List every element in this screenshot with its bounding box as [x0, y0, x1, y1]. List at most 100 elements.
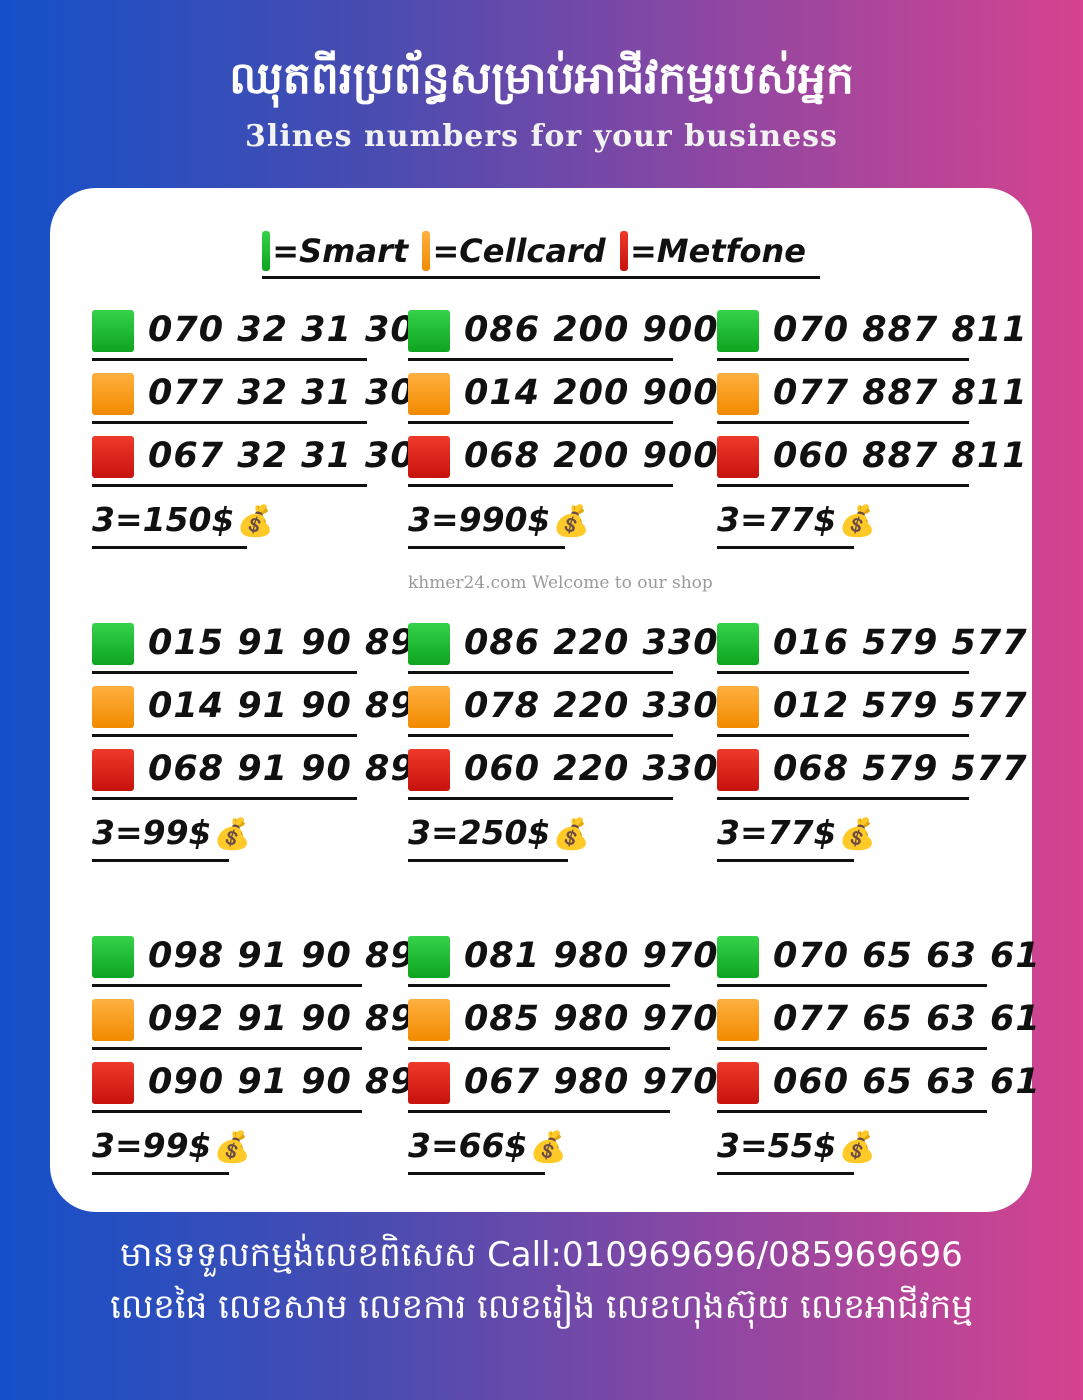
number-row-metfone: 060 65 63 61: [717, 1062, 1040, 1125]
metfone-carrier-icon: [408, 1062, 450, 1104]
set-price: 3=66$💰: [408, 1125, 567, 1169]
phone-number: 012 579 577: [773, 686, 1028, 726]
number-row-smart: 086 200 900: [408, 310, 718, 373]
metfone-color-swatch: [619, 231, 628, 271]
number-row-metfone: 060 887 811: [717, 436, 1027, 499]
phone-number: 014 200 900: [464, 373, 719, 413]
number-set: 016 579 577 012 579 577 068 579 577 3=77…: [717, 623, 1027, 862]
money-bag-icon: 💰: [838, 504, 876, 539]
money-bag-icon: 💰: [552, 504, 590, 539]
number-row-cellcard: 077 65 63 61: [717, 999, 1040, 1062]
phone-number: 068 91 90 89: [148, 749, 416, 789]
page-subtitle: 3lines numbers for your business: [245, 119, 838, 154]
phone-number: 086 200 900: [464, 310, 719, 350]
number-set: 098 91 90 89 092 91 90 89 090 91 90 89 3…: [92, 936, 415, 1175]
metfone-carrier-icon: [92, 436, 134, 478]
metfone-carrier-icon: [717, 1062, 759, 1104]
number-row-cellcard: 085 980 970: [408, 999, 718, 1062]
price-text: 3=55$: [717, 1126, 837, 1165]
phone-number: 060 65 63 61: [773, 1062, 1041, 1102]
phone-number: 068 200 900: [464, 436, 719, 476]
underline: [717, 546, 854, 549]
underline: [92, 859, 229, 862]
number-set: 086 200 900 014 200 900 068 200 900 3=99…: [408, 310, 718, 549]
underline: [92, 421, 367, 424]
number-row-cellcard: 077 32 31 30: [92, 373, 415, 436]
number-row-smart: 070 887 811: [717, 310, 1027, 373]
phone-number: 078 220 330: [464, 686, 719, 726]
underline: [408, 734, 673, 737]
cellcard-color-swatch: [422, 231, 431, 271]
footer-contact: មានទទួលកម្មង់លេខពិសេស Call:010969696/085…: [120, 1235, 963, 1275]
number-row-metfone: 068 200 900: [408, 436, 718, 499]
footer-categories: លេខផៃ លេខសាម លេខការ លេខរៀង លេខហុងស៊ុយ លេ…: [110, 1287, 973, 1327]
price-text: 3=66$: [408, 1126, 528, 1165]
number-row-cellcard: 077 887 811: [717, 373, 1027, 436]
smart-carrier-icon: [717, 310, 759, 352]
underline: [408, 1047, 670, 1050]
set-price: 3=77$💰: [717, 812, 876, 856]
set-price: 3=99$💰: [92, 812, 251, 856]
phone-number: 077 887 811: [773, 373, 1028, 413]
underline: [717, 859, 854, 862]
underline: [92, 797, 357, 800]
number-set: 070 32 31 30 077 32 31 30 067 32 31 30 3…: [92, 310, 415, 549]
metfone-carrier-icon: [408, 749, 450, 791]
phone-number: 098 91 90 89: [148, 936, 416, 976]
underline: [92, 1110, 362, 1113]
smart-carrier-icon: [92, 310, 134, 352]
cellcard-carrier-icon: [92, 686, 134, 728]
metfone-carrier-icon: [717, 436, 759, 478]
smart-color-swatch: [262, 231, 271, 271]
number-row-metfone: 068 91 90 89: [92, 749, 415, 812]
underline: [717, 984, 987, 987]
phone-number: 067 980 970: [464, 1062, 719, 1102]
smart-carrier-icon: [92, 936, 134, 978]
set-price: 3=99$💰: [92, 1125, 251, 1169]
phone-number: 014 91 90 89: [148, 686, 416, 726]
money-bag-icon: 💰: [838, 817, 876, 852]
number-row-smart: 016 579 577: [717, 623, 1027, 686]
underline: [717, 421, 969, 424]
phone-number: 085 980 970: [464, 999, 719, 1039]
price-text: 3=99$: [92, 813, 212, 852]
underline: [717, 484, 969, 487]
money-bag-icon: 💰: [213, 1130, 251, 1165]
underline: [92, 1047, 362, 1050]
underline: [408, 546, 565, 549]
cellcard-carrier-icon: [408, 686, 450, 728]
number-row-smart: 070 32 31 30: [92, 310, 415, 373]
number-row-metfone: 067 980 970: [408, 1062, 718, 1125]
number-row-cellcard: 092 91 90 89: [92, 999, 415, 1062]
underline: [408, 859, 568, 862]
legend-label-cellcard: =Cellcard: [432, 232, 606, 270]
number-row-metfone: 060 220 330: [408, 749, 718, 812]
carrier-legend: =Smart =Cellcard =Metfone: [262, 226, 820, 279]
money-bag-icon: 💰: [213, 817, 251, 852]
underline: [92, 671, 357, 674]
underline: [717, 734, 969, 737]
underline: [408, 484, 673, 487]
number-row-smart: 086 220 330: [408, 623, 718, 686]
metfone-carrier-icon: [408, 436, 450, 478]
cellcard-carrier-icon: [408, 999, 450, 1041]
number-row-smart: 070 65 63 61: [717, 936, 1040, 999]
underline: [408, 358, 673, 361]
phone-number: 090 91 90 89: [148, 1062, 416, 1102]
smart-carrier-icon: [92, 623, 134, 665]
number-row-smart: 098 91 90 89: [92, 936, 415, 999]
metfone-carrier-icon: [92, 749, 134, 791]
cellcard-carrier-icon: [717, 686, 759, 728]
legend-label-smart: =Smart: [272, 232, 409, 270]
underline: [92, 984, 362, 987]
money-bag-icon: 💰: [236, 504, 274, 539]
legend-label-metfone: =Metfone: [629, 232, 806, 270]
watermark: khmer24.com Welcome to our shop: [408, 573, 713, 593]
underline: [92, 484, 367, 487]
number-set: 086 220 330 078 220 330 060 220 330 3=25…: [408, 623, 718, 862]
smart-carrier-icon: [717, 623, 759, 665]
money-bag-icon: 💰: [529, 1130, 567, 1165]
price-text: 3=99$: [92, 1126, 212, 1165]
price-text: 3=77$: [717, 813, 837, 852]
set-price: 3=990$💰: [408, 499, 590, 543]
